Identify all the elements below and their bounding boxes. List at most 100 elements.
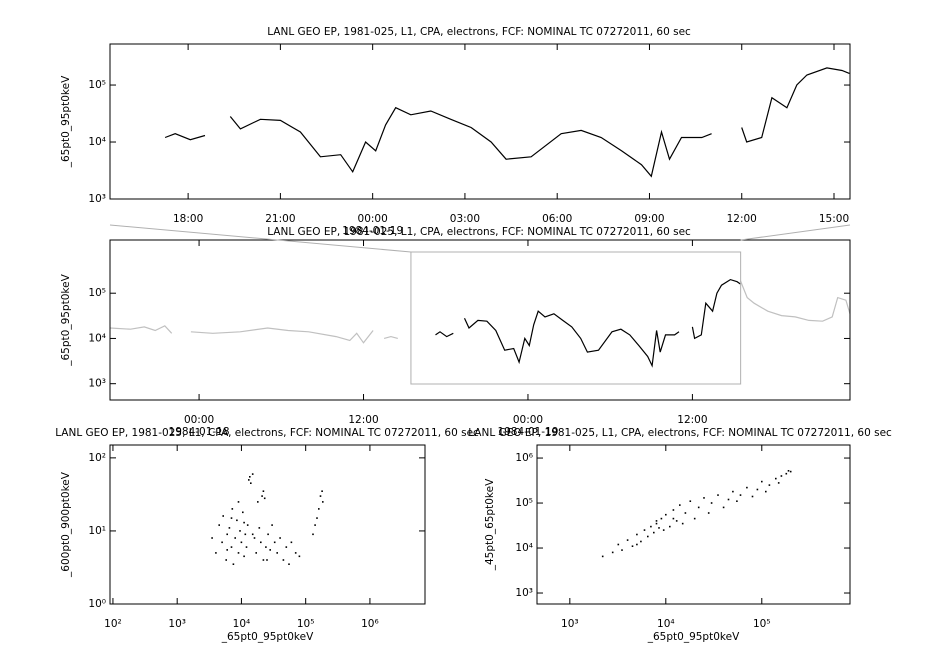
y-tick-label: 10⁴ (515, 542, 533, 554)
scatter-point (751, 495, 754, 498)
scatter-point (775, 477, 777, 480)
scatter-point (288, 563, 290, 565)
x-axis-label: _65pt0_95pt0keV (221, 631, 314, 643)
scatter-point (765, 490, 767, 493)
scatter-point (237, 552, 240, 554)
plot-frame (536, 444, 851, 605)
scatter-point (655, 520, 658, 522)
y-tick-label: 10⁰ (88, 598, 106, 610)
scatter-point (732, 490, 734, 493)
scatter-point (672, 517, 675, 520)
scatter-point (780, 475, 783, 477)
y-tick-label: 10⁴ (88, 332, 106, 344)
y-tick-label: 10⁵ (88, 79, 106, 91)
y-tick-label: 10⁶ (515, 452, 533, 464)
zoom-box (410, 251, 742, 385)
scatter-point (722, 506, 725, 509)
scatter-point (251, 473, 254, 475)
chart-title: LANL GEO EP, 1981-025, L1, CPA, electron… (468, 427, 892, 439)
scatter-point (679, 504, 681, 506)
scatter-point (276, 552, 278, 554)
x-tick-label: 12:00 (348, 414, 378, 426)
data-line (164, 133, 206, 141)
x-tick-label: 10⁵ (753, 618, 771, 630)
scatter-point (298, 555, 301, 558)
zoom-connector (109, 224, 411, 253)
plot-frame (109, 444, 426, 605)
scatter-point (243, 555, 245, 558)
x-tick-label: 12:00 (727, 213, 757, 225)
scatter-point (727, 498, 730, 501)
scatter-point (665, 513, 667, 516)
scatter-point (226, 533, 228, 536)
scatter-point (246, 524, 249, 526)
scatter-point (244, 533, 247, 536)
scatter-point (248, 479, 250, 481)
x-tick-label: 18:00 (173, 213, 203, 225)
scatter-point (261, 495, 263, 497)
scatter-point (684, 512, 687, 514)
x-tick-label: 10³ (168, 618, 186, 630)
x-tick-label: 10⁴ (657, 618, 675, 630)
scatter-point (601, 555, 604, 558)
scatter-point (717, 494, 719, 496)
x-tick-label: 10² (104, 618, 122, 630)
scatter-point (231, 508, 234, 510)
x-tick-label: 10⁵ (297, 618, 315, 630)
scatter-point (611, 551, 614, 554)
scatter-point (321, 490, 323, 492)
scatter-point (669, 525, 671, 528)
x-axis-label: _65pt0_95pt0keV (647, 631, 740, 643)
scatter-point (636, 533, 638, 536)
y-tick-label: 10⁴ (88, 136, 106, 148)
scatter-point (258, 527, 261, 529)
scatter-point (226, 549, 228, 551)
scatter-point (789, 470, 792, 473)
x-tick-label: 21:00 (265, 213, 295, 225)
scatter-point (768, 484, 771, 486)
data-line (110, 325, 173, 334)
y-axis-label: _65pt0_95pt0keV (60, 273, 72, 366)
scatter-point (290, 541, 293, 544)
scatter-point (234, 537, 236, 539)
x-tick-label: 06:00 (542, 213, 572, 225)
scatter-point (617, 543, 620, 546)
scatter-point (230, 517, 233, 519)
y-axis-label: _65pt0_95pt0keV (60, 75, 72, 168)
scatter-point (655, 522, 658, 525)
scatter-point (710, 502, 713, 504)
scatter-point (218, 524, 220, 526)
scatter-point (746, 486, 748, 489)
data-line (463, 310, 680, 368)
chart-title: LANL GEO EP, 1981-025, L1, CPA, electron… (267, 26, 691, 38)
scatter-point (316, 517, 318, 519)
scatter-point (785, 472, 788, 475)
x-tick-label: 15:00 (819, 213, 849, 225)
scatter-point (681, 522, 684, 525)
y-axis-label: _45pt0_65pt0keV (484, 478, 496, 571)
scatter-point (251, 533, 254, 536)
scatter-point (660, 517, 663, 520)
data-line (190, 327, 374, 344)
scatter-point (279, 537, 281, 539)
scatter-point (761, 480, 763, 483)
x-tick-label: 10⁴ (233, 618, 251, 630)
data-line (229, 106, 712, 178)
scatter-point (230, 546, 233, 548)
scatter-point (273, 541, 276, 544)
scatter-point (269, 549, 271, 551)
scatter-point (693, 517, 696, 520)
scatter-point (631, 545, 634, 547)
scatter-point (294, 552, 297, 554)
y-axis-label: _600pt0_900pt0keV (60, 471, 72, 578)
scatter-point (662, 529, 665, 531)
x-date-label: 1984-01-19 (497, 426, 558, 438)
scatter-point (211, 537, 213, 539)
y-tick-label: 10³ (515, 587, 533, 599)
scatter-point (703, 497, 705, 499)
scatter-point (322, 501, 324, 503)
scatter-point (266, 559, 268, 561)
scatter-point (265, 546, 267, 548)
zoom-connector (740, 224, 851, 241)
scatter-point (653, 531, 655, 534)
